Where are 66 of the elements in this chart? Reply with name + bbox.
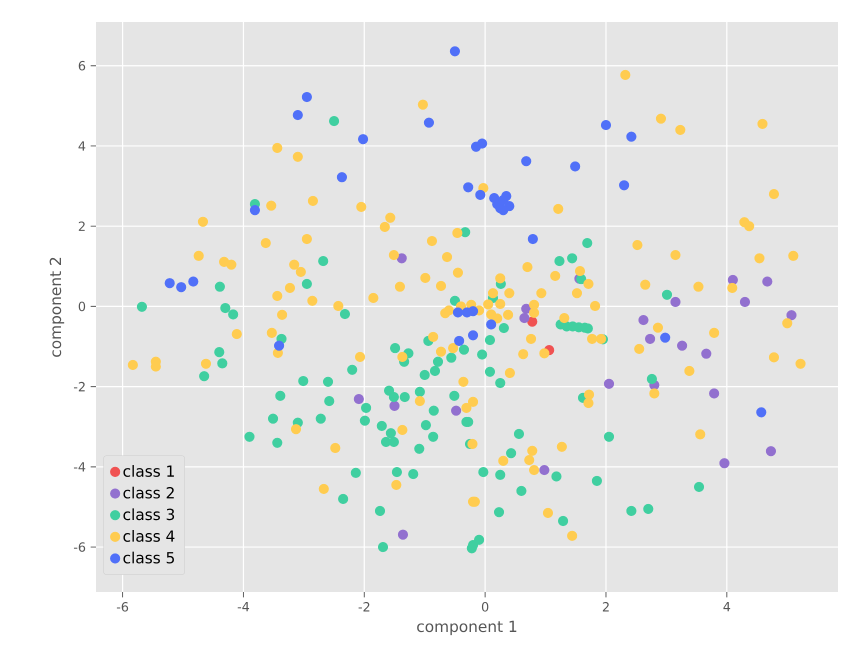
point bbox=[670, 296, 681, 308]
x-tick-label: 2 bbox=[602, 602, 609, 612]
point bbox=[302, 92, 312, 102]
y-tick-label: 6 bbox=[78, 60, 86, 71]
point bbox=[164, 278, 175, 288]
point bbox=[468, 330, 478, 340]
legend-label: class 5 bbox=[123, 552, 174, 564]
point bbox=[528, 234, 538, 244]
y-tick-label: -4 bbox=[74, 462, 86, 472]
y-tick-label: 4 bbox=[78, 141, 86, 151]
y-tick-label: -2 bbox=[74, 382, 85, 392]
point bbox=[389, 400, 400, 411]
point bbox=[756, 407, 766, 418]
point bbox=[719, 458, 730, 468]
point bbox=[740, 296, 750, 308]
point bbox=[475, 190, 486, 200]
x-tick-label: 0 bbox=[482, 602, 488, 612]
point bbox=[709, 388, 720, 399]
point bbox=[786, 310, 797, 320]
point bbox=[701, 348, 712, 359]
point bbox=[645, 334, 656, 344]
legend-label: class 4 bbox=[123, 530, 174, 542]
legend-label: class 1 bbox=[123, 465, 174, 477]
x-tick-label: -6 bbox=[116, 602, 128, 612]
point bbox=[424, 118, 434, 128]
point bbox=[450, 46, 460, 56]
point bbox=[396, 253, 407, 264]
legend-label: class 2 bbox=[123, 486, 174, 499]
point bbox=[188, 276, 198, 287]
point bbox=[521, 156, 532, 166]
y-tick-label: -6 bbox=[74, 542, 86, 552]
point bbox=[539, 464, 550, 476]
point bbox=[619, 180, 630, 190]
point bbox=[292, 110, 303, 120]
point bbox=[626, 132, 636, 142]
x-tick-label: -4 bbox=[238, 602, 250, 612]
point bbox=[354, 394, 364, 404]
point bbox=[498, 205, 508, 216]
x-axis-title: component 1 bbox=[417, 620, 516, 636]
point bbox=[766, 446, 776, 456]
point bbox=[358, 134, 368, 144]
x-tick-label: -2 bbox=[358, 602, 370, 612]
y-axis-title: component 2 bbox=[50, 258, 64, 357]
point bbox=[454, 336, 464, 346]
point bbox=[463, 182, 474, 192]
point bbox=[660, 332, 670, 343]
point bbox=[398, 530, 408, 540]
point bbox=[486, 319, 496, 330]
point bbox=[336, 172, 347, 182]
point bbox=[638, 314, 649, 326]
point bbox=[762, 276, 772, 287]
point bbox=[600, 120, 612, 130]
point bbox=[274, 340, 284, 351]
y-tick-label: 2 bbox=[78, 221, 85, 231]
y-tick-label: 0 bbox=[78, 302, 86, 312]
point bbox=[570, 161, 580, 172]
point bbox=[451, 406, 462, 416]
point bbox=[501, 191, 512, 202]
point bbox=[477, 138, 488, 149]
point bbox=[489, 193, 500, 204]
point bbox=[604, 378, 614, 389]
point bbox=[677, 340, 688, 351]
point bbox=[519, 312, 530, 324]
x-tick-label: 4 bbox=[723, 602, 730, 612]
legend-label: class 3 bbox=[123, 508, 174, 520]
point bbox=[176, 282, 186, 292]
